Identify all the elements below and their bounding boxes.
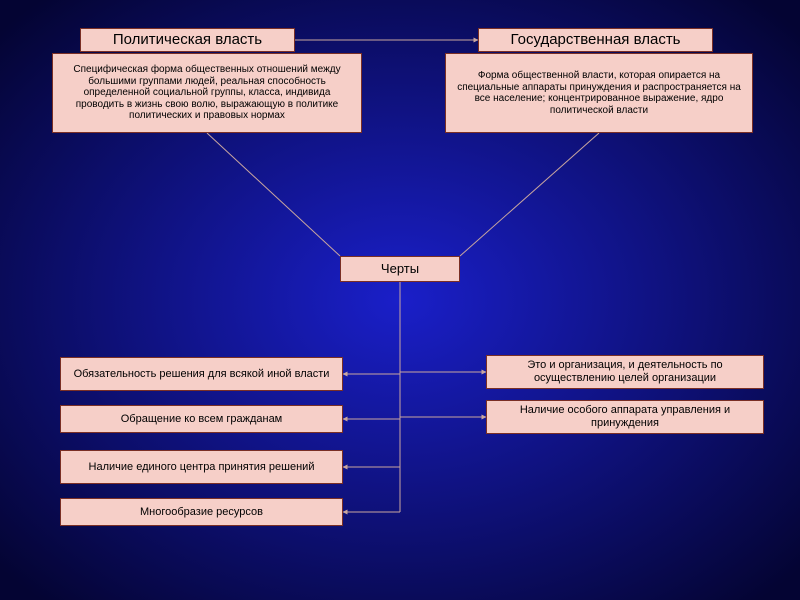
box-gos_desc: Форма общественной власти, которая опира… [445,53,753,133]
box-right1: Это и организация, и деятельность по осу… [486,355,764,389]
box-left2: Обращение ко всем гражданам [60,405,343,433]
box-polit_desc: Специфическая форма общественных отношен… [52,53,362,133]
box-gos_title: Государственная власть [478,28,713,52]
diagram-canvas: Политическая власть Государственная власт… [0,0,800,600]
box-left1: Обязательность решения для всякой иной в… [60,357,343,391]
box-center: Черты [340,256,460,282]
box-left3: Наличие единого центра принятия решений [60,450,343,484]
box-right2: Наличие особого аппарата управления и пр… [486,400,764,434]
box-polit_title: Политическая власть [80,28,295,52]
box-left4: Многообразие ресурсов [60,498,343,526]
